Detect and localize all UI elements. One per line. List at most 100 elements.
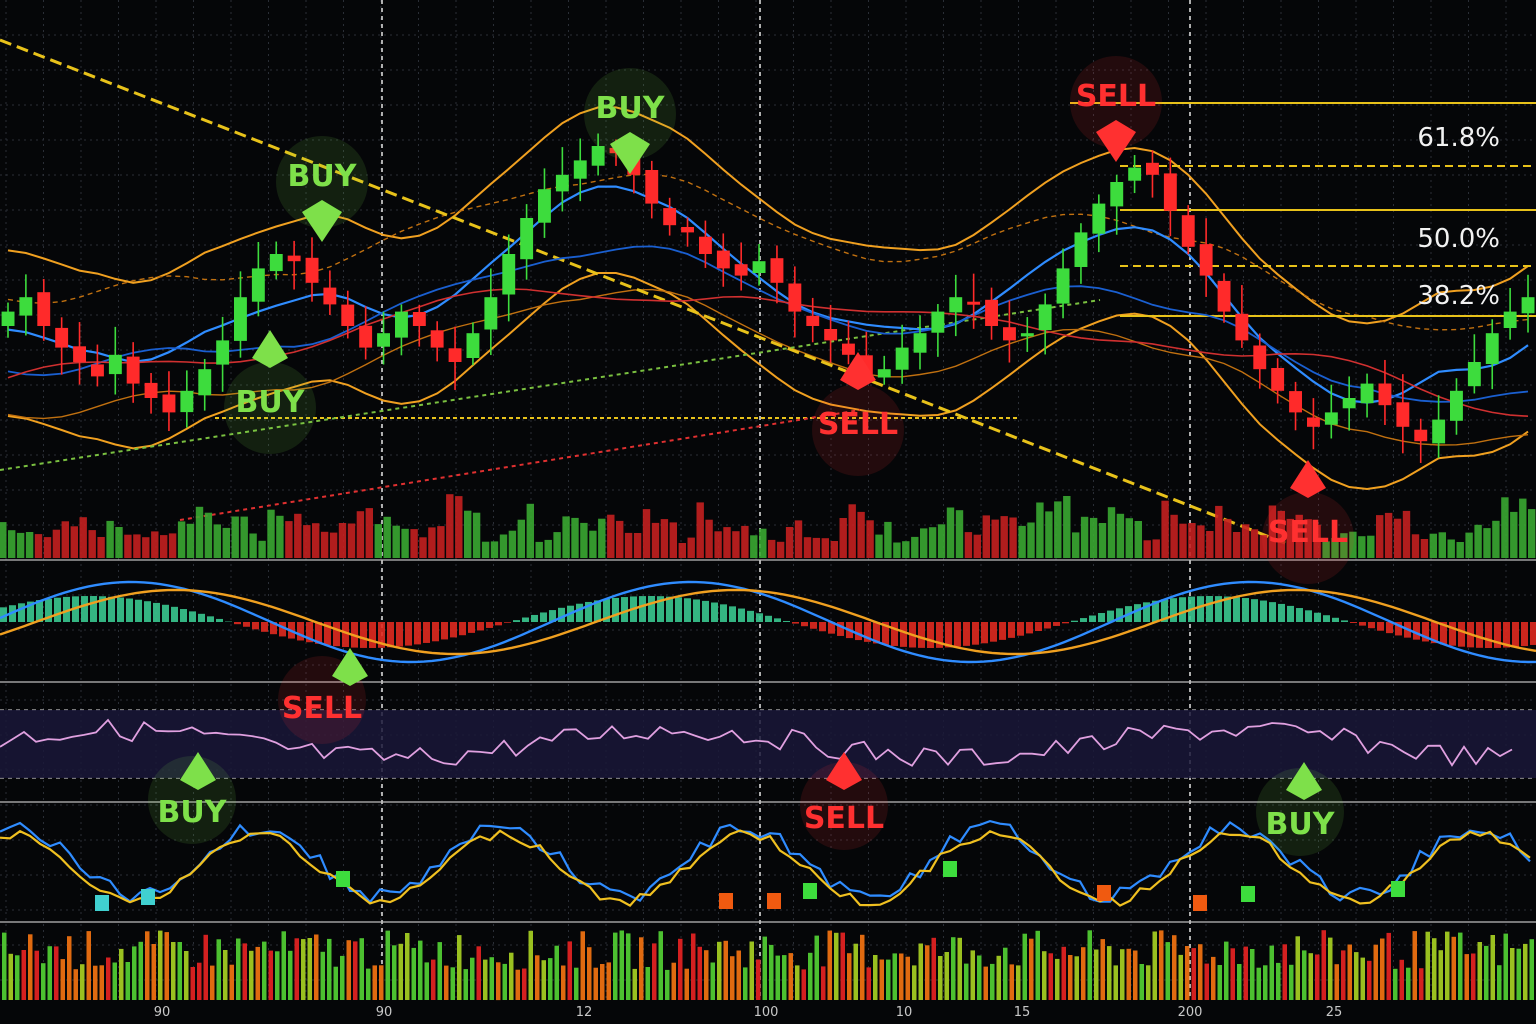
bottom-volume-bar — [931, 937, 936, 1000]
volume-bar — [464, 510, 472, 558]
macd-histogram-bar — [756, 613, 763, 622]
volume-bar — [1215, 505, 1223, 558]
volume-bar — [607, 514, 615, 558]
macd-histogram-bar — [1503, 622, 1510, 648]
candle-body — [949, 297, 963, 313]
macd-histogram-bar — [621, 597, 628, 622]
bottom-volume-bar — [99, 965, 104, 1000]
candle-body — [1217, 280, 1231, 312]
bottom-volume-bar — [489, 957, 494, 1000]
volume-bar — [231, 516, 239, 558]
bottom-volume-bar — [853, 943, 858, 1000]
up-trendline — [0, 299, 1101, 471]
macd-histogram-bar — [261, 622, 268, 632]
bottom-volume-bar — [658, 931, 663, 1000]
candle-body — [162, 394, 176, 413]
volume-bar — [249, 533, 257, 558]
bottom-volume-bar — [1022, 933, 1027, 1000]
volume-bar — [964, 532, 973, 558]
macd-histogram-bar — [450, 622, 457, 638]
bottom-volume-bar — [223, 950, 228, 1000]
macd-histogram-bar — [648, 596, 655, 622]
macd-histogram-bar — [1314, 612, 1321, 622]
bottom-volume-bar — [580, 931, 585, 1000]
bottom-volume-bar — [138, 941, 143, 1000]
volume-bar — [151, 531, 159, 558]
volume-bar — [329, 532, 338, 558]
macd-histogram-bar — [675, 597, 682, 622]
bottom-volume-bar — [132, 946, 137, 1000]
bottom-volume-bar — [561, 965, 566, 1000]
bottom-volume-bar — [216, 939, 221, 1000]
bottom-volume-bar — [892, 953, 897, 1000]
candle-body — [663, 208, 677, 226]
candlesticks — [1, 133, 1535, 463]
sell-label: SELL — [818, 407, 898, 442]
volume-bar — [16, 532, 25, 558]
macd-histogram-bar — [252, 622, 259, 630]
bottom-volume-bar — [795, 965, 800, 1000]
volume-bar — [928, 527, 937, 558]
macd-histogram-bar — [315, 622, 322, 644]
macd-histogram-bar — [1242, 598, 1249, 622]
volume-bar — [1465, 532, 1473, 558]
volume-bar — [794, 520, 803, 558]
x-tick-label: 25 — [1326, 1005, 1343, 1020]
volume-bar — [312, 523, 320, 558]
bottom-volume-bar — [1269, 945, 1274, 1000]
candle-body — [305, 257, 319, 283]
macd-histogram-bar — [153, 602, 160, 622]
volume-bar — [937, 524, 946, 558]
bottom-volume-bar — [1055, 958, 1060, 1000]
volume-bar — [1438, 532, 1446, 558]
bottom-volume-bar — [1159, 930, 1164, 1000]
bottom-volume-bar — [1477, 942, 1482, 1000]
macd-histogram-bar — [810, 622, 817, 629]
volume-bar — [902, 541, 910, 558]
candle-body — [287, 255, 301, 262]
sell-signal: SELL — [800, 752, 888, 850]
bottom-volume-bar — [320, 951, 325, 1000]
volume-bar — [660, 519, 669, 558]
volume-bar — [624, 532, 633, 558]
bottom-volume-bar — [1185, 946, 1190, 1000]
macd-histogram-bar — [1413, 622, 1420, 640]
macd-histogram-bar — [990, 622, 997, 642]
macd-histogram-bar — [189, 611, 196, 622]
volume-bar — [222, 527, 230, 558]
macd-histogram-bar — [1206, 596, 1213, 622]
bottom-volume-bar — [1029, 938, 1034, 1000]
bottom-volume-bar — [1217, 965, 1222, 1000]
volume-bar — [1492, 520, 1500, 558]
bottom-volume-bar — [249, 950, 254, 1000]
macd-histogram-bar — [549, 610, 556, 622]
bottom-volume-bar — [158, 930, 163, 1000]
bottom-volume-bar — [1282, 944, 1287, 1000]
volume-bar — [741, 525, 749, 558]
volume-bar — [1420, 539, 1429, 558]
volume-bar — [759, 528, 767, 558]
bottom-volume-bar — [47, 946, 52, 1000]
bottom-volume-bar — [1458, 932, 1463, 1000]
bottom-volume-bar — [483, 959, 488, 1000]
macd-histogram-bar — [423, 622, 430, 643]
volume-bar — [946, 507, 955, 558]
volume-bar — [446, 494, 454, 558]
volume-bar — [589, 530, 597, 558]
volume-bar — [911, 536, 919, 558]
bottom-volume-bar — [1295, 936, 1300, 1000]
candle-body — [913, 333, 927, 353]
bottom-volume-bar — [944, 952, 949, 1000]
candle-body — [1038, 304, 1052, 331]
macd-histogram-bar — [855, 622, 862, 641]
macd-histogram-bar — [1521, 622, 1528, 647]
bottom-volume-bar — [983, 966, 988, 1000]
volume-bar — [1000, 516, 1008, 558]
fib-label: 50.0% — [1417, 224, 1500, 254]
bottom-volume-bar — [1087, 930, 1092, 1000]
macd-histogram-bar — [1215, 596, 1222, 622]
macd-histogram-bar — [1350, 622, 1357, 624]
sell-signal: SELL — [278, 648, 368, 744]
volume-bar — [1322, 541, 1330, 558]
bottom-volume-bar — [463, 969, 468, 1000]
